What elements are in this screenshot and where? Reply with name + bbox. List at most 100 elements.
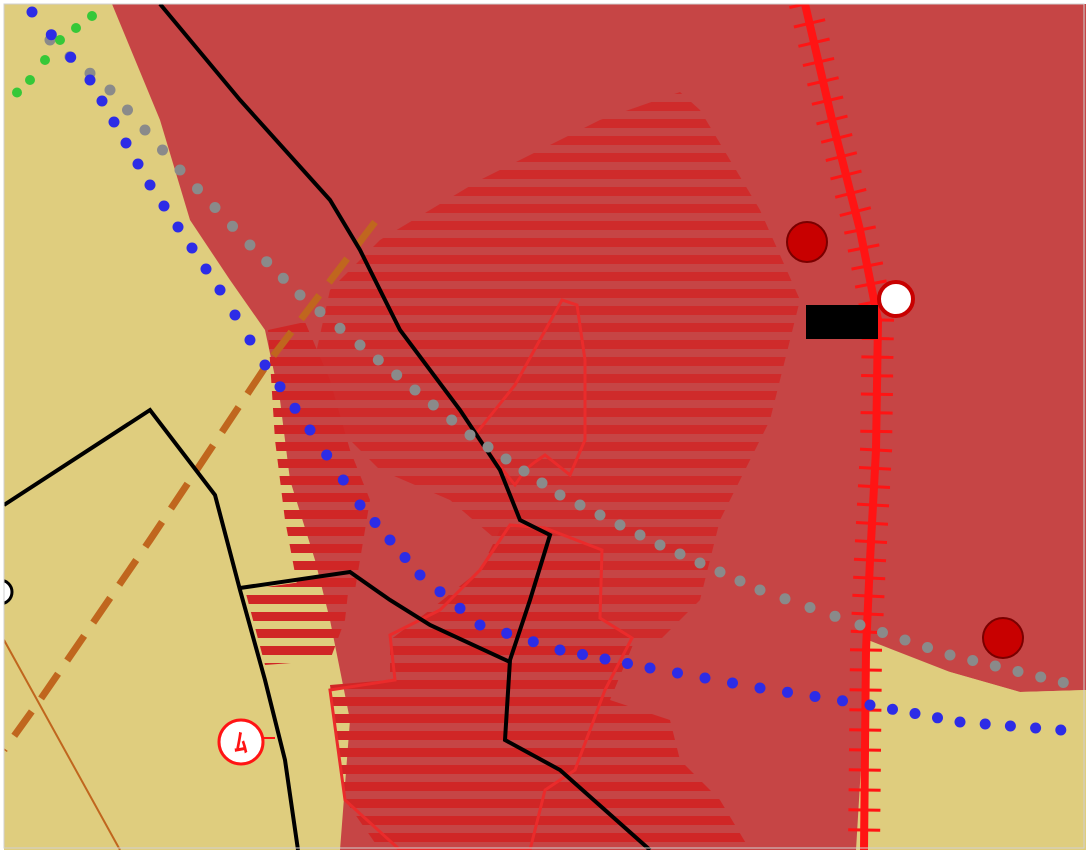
blue-dot-42 (809, 691, 821, 702)
blue-dot-49 (979, 718, 991, 730)
blue-dot-30 (501, 627, 513, 639)
grey-dot-17 (354, 339, 366, 351)
green-dot-1 (71, 23, 81, 33)
blue-dot-16 (259, 359, 271, 371)
rail-tick-6 (816, 114, 848, 126)
blue-dot-17 (274, 381, 286, 393)
grey-dot-13 (277, 272, 289, 284)
blue-dot-8 (144, 179, 156, 191)
grey-dot-20 (409, 384, 421, 396)
blue-dot-11 (186, 242, 198, 254)
blue-dot-51 (1030, 722, 1042, 734)
rail-tick-33 (851, 611, 884, 617)
grey-dot-49 (1012, 666, 1024, 677)
symbol-badge-icon[interactable]: ﾑ (217, 718, 275, 766)
rail-tick-23 (860, 429, 893, 434)
grey-dot-5 (139, 124, 151, 136)
blue-dot-7 (132, 158, 144, 170)
grey-dot-34 (674, 548, 686, 560)
grey-dot-50 (1035, 671, 1047, 683)
grey-dot-6 (157, 144, 168, 156)
rail-tick-4 (807, 76, 839, 87)
grey-dot-33 (654, 539, 666, 551)
red-marker-upper[interactable] (786, 221, 828, 263)
grey-dot-38 (754, 584, 766, 596)
dashed-route (4, 219, 378, 753)
land-pocket-right (856, 650, 1086, 850)
blue-dot-41 (782, 686, 793, 698)
grey-dot-31 (614, 519, 626, 531)
grey-dot-18 (372, 354, 384, 366)
grey-dot-42 (854, 619, 866, 631)
hatched-zone-left (268, 322, 370, 600)
red-outline-polygon-lower (328, 523, 634, 850)
rail-tick-1 (793, 18, 826, 29)
blue-dot-29 (474, 619, 486, 631)
station-marker[interactable] (877, 280, 915, 318)
blue-dot-10 (172, 221, 184, 233)
rail-tick-0 (789, 4, 812, 10)
blue-dot-20 (321, 449, 333, 461)
blue-dot-1 (45, 29, 57, 41)
rail-tick-8 (825, 151, 858, 163)
green-dot-0 (87, 11, 97, 21)
symbol-badge-text: ﾑ (234, 729, 247, 759)
rail-tick-10 (834, 187, 867, 199)
blue-dot-37 (672, 667, 683, 679)
blue-dot-12 (200, 263, 212, 275)
grey-dot-24 (482, 441, 494, 453)
blue-dot-19 (304, 424, 316, 436)
grey-dot-19 (391, 369, 403, 381)
blue-dot-27 (434, 586, 446, 598)
rail-tick-2 (798, 37, 830, 48)
rail-tick-13 (847, 243, 880, 253)
hatched-zone-main (310, 92, 800, 640)
rail-tick-19 (861, 355, 894, 359)
blue-dot-23 (369, 517, 381, 528)
rail-tick-12 (844, 225, 876, 235)
rail-tick-32 (852, 593, 885, 599)
grey-dot-3 (104, 84, 116, 96)
thin-route-line (4, 639, 121, 850)
edge-marker[interactable] (0, 579, 14, 605)
grey-dot-32 (634, 529, 646, 541)
blue-dot-9 (158, 200, 170, 212)
blue-dot-25 (399, 552, 411, 563)
rail-tick-30 (853, 557, 887, 563)
green-dot-2 (55, 35, 65, 45)
grey-dot-39 (779, 593, 791, 605)
blue-dot-21 (337, 474, 349, 486)
grey-dot-22 (446, 414, 458, 426)
red-marker-lower[interactable] (982, 617, 1024, 659)
rail-tick-28 (855, 521, 889, 526)
grey-dot-36 (714, 566, 726, 578)
parcel-border-left (4, 407, 300, 850)
grey-dot-45 (922, 642, 933, 653)
grey-dot-8 (192, 183, 203, 195)
blue-dot-24 (384, 534, 396, 546)
blue-dot-46 (909, 708, 921, 719)
grey-dot-16 (334, 322, 346, 334)
grey-dot-28 (554, 489, 566, 501)
blue-dot-6 (120, 137, 132, 149)
grey-dot-10 (227, 220, 238, 232)
rail-tick-3 (802, 56, 835, 68)
green-dot-4 (25, 75, 35, 85)
grey-dot-41 (829, 610, 841, 622)
grey-dot-27 (536, 477, 548, 489)
rail-tick-31 (853, 575, 886, 581)
grey-dot-4 (122, 104, 133, 116)
blue-dot-13 (214, 284, 226, 296)
rail-tick-11 (839, 206, 872, 218)
blue-dot-4 (96, 95, 108, 107)
grey-dot-35 (694, 557, 706, 569)
grey-dot-47 (967, 655, 979, 666)
blue-dot-36 (644, 662, 656, 674)
building-block[interactable] (806, 305, 878, 339)
grey-dot-46 (944, 649, 956, 661)
rail-tick-27 (856, 502, 890, 508)
grey-dot-12 (261, 256, 273, 268)
blue-dot-0 (26, 6, 38, 18)
rail-tick-21 (860, 392, 893, 396)
